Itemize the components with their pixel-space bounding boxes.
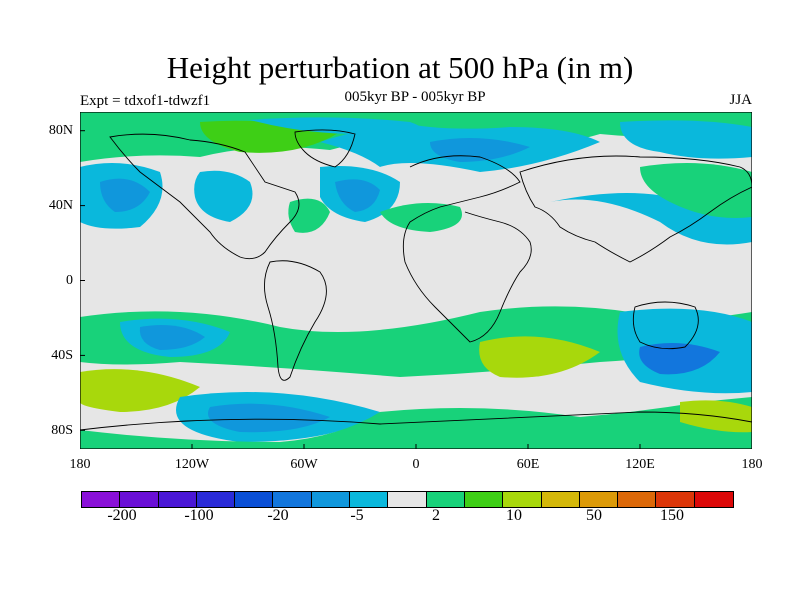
height-perturbation-map — [80, 112, 752, 449]
south-pacific-positive — [80, 369, 200, 412]
colorbar-tick-label: 10 — [506, 507, 522, 524]
colorbar-swatch — [235, 492, 274, 507]
tropical-pacific-neutral — [155, 238, 280, 287]
colorbar-swatch — [82, 492, 121, 507]
lon-label-60w: 60W — [290, 457, 318, 472]
colorbar-swatch — [464, 492, 504, 507]
antarctic-negative-core — [208, 403, 330, 433]
antarctica-coast — [80, 411, 752, 431]
colorbar-swatch — [350, 492, 389, 507]
lon-label-180e: 180 — [741, 457, 763, 472]
lat-tick-marks — [80, 130, 85, 431]
australia-coast — [632, 301, 699, 350]
map-title: Height perturbation at 500 hPa (in m) — [166, 50, 634, 85]
season-label: JJA — [729, 92, 752, 108]
lon-label-60e: 60E — [516, 457, 540, 472]
atlantic-negative-core — [335, 179, 380, 212]
experiment-label: Expt = tdxof1-tdwzf1 — [80, 93, 211, 109]
colorbar-swatch — [694, 492, 734, 507]
contour-fill-layer — [80, 112, 752, 449]
colorbar-tick-label: -20 — [267, 507, 289, 524]
southern-ocean-negative-core — [639, 343, 720, 375]
lat-label-40s: 40S — [51, 348, 73, 363]
colorbar-swatch — [311, 492, 351, 507]
colorbar-tick-label: -5 — [350, 507, 364, 524]
lon-label-180w: 180 — [69, 457, 91, 472]
lon-label-120e: 120E — [625, 457, 655, 472]
lon-label-0: 0 — [412, 457, 420, 472]
lat-label-40n: 40N — [48, 198, 73, 213]
central-atlantic-positive — [380, 203, 462, 232]
colorbar-tick-label: -100 — [184, 507, 214, 524]
north-america-coast — [109, 133, 300, 260]
lat-label-0: 0 — [66, 273, 73, 288]
colorbar-swatch — [426, 492, 465, 507]
colorbar-swatch — [158, 492, 197, 507]
colorbar-swatch — [618, 492, 657, 507]
lat-label-80n: 80N — [48, 123, 73, 138]
colorbar-swatch — [579, 492, 619, 507]
colorbar-swatch — [196, 492, 236, 507]
south-indian-positive — [479, 336, 600, 378]
coastline-layer — [80, 129, 752, 431]
lat-label-80s: 80S — [51, 423, 73, 438]
colorbar — [81, 491, 735, 508]
colorbar-tick-label: -200 — [107, 507, 137, 524]
europe-africa-coast — [402, 155, 532, 343]
lon-label-120w: 120W — [174, 457, 210, 472]
colorbar-swatch — [656, 492, 695, 507]
south-pacific-negative-core — [139, 324, 205, 350]
east-asia-positive — [640, 163, 752, 218]
northwest-america-negative — [194, 170, 253, 222]
antarctic-positive-band — [80, 397, 752, 449]
colorbar-swatch — [503, 492, 542, 507]
colorbar-swatch — [273, 492, 312, 507]
colorbar-swatch — [120, 492, 159, 507]
colorbar-tick-label: 2 — [432, 507, 440, 524]
colorbar-swatch — [388, 492, 427, 507]
asia-coast — [519, 155, 752, 263]
colorbar-swatch — [541, 492, 580, 507]
greenland-coast — [294, 129, 356, 168]
map-subtitle: 005kyr BP - 005kyr BP — [344, 89, 486, 105]
siberia-negative — [620, 120, 752, 159]
colorbar-tick-label: 150 — [660, 507, 684, 524]
north-pacific-negative-core — [100, 178, 150, 212]
lon-tick-marks — [191, 444, 641, 449]
colorbar-tick-label: 50 — [586, 507, 602, 524]
south-america-coast — [264, 260, 327, 381]
